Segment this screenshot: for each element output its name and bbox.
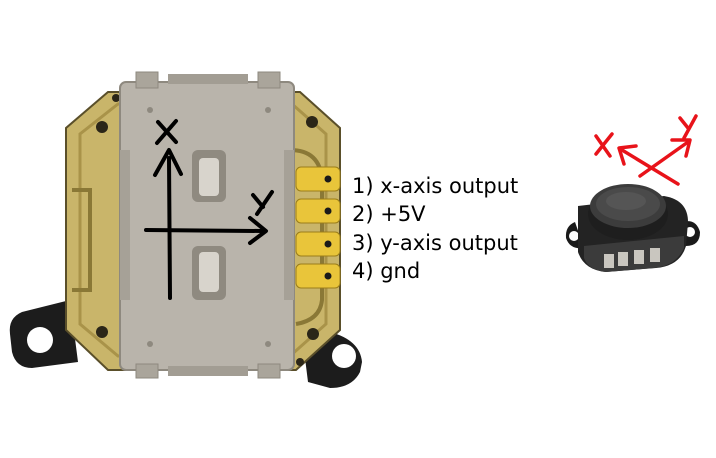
- pad-4: [295, 263, 341, 289]
- pin-label-4: 4) gnd: [352, 259, 420, 283]
- pin-label-3: 3) y-axis output: [352, 231, 518, 255]
- vertical-axis-arrow: [167, 156, 172, 300]
- connector-pads: [295, 166, 341, 289]
- small-y-axis-arrow: [638, 140, 690, 178]
- pin-label-2: 2) +5V: [352, 202, 426, 226]
- thumbstick-photo: [565, 184, 700, 272]
- small-y-letter: [678, 114, 698, 140]
- metal-shield: [119, 71, 295, 379]
- pin-labels: 1) x-axis output 2) +5V 3) y-axis output…: [352, 174, 518, 283]
- small-x-letter: [594, 132, 614, 158]
- horizontal-axis-arrow: [144, 228, 264, 233]
- pad-1: [295, 166, 341, 192]
- main-y-letter: [251, 190, 274, 216]
- main-axes-annotation: [144, 119, 274, 300]
- main-x-letter: [155, 119, 178, 145]
- pad-3: [295, 231, 341, 257]
- small-axes-annotation: [594, 114, 698, 186]
- pin-label-1: 1) x-axis output: [352, 174, 518, 198]
- right-mount-hole: [332, 344, 356, 368]
- pad-2: [295, 198, 341, 224]
- left-mount-hole: [27, 327, 53, 353]
